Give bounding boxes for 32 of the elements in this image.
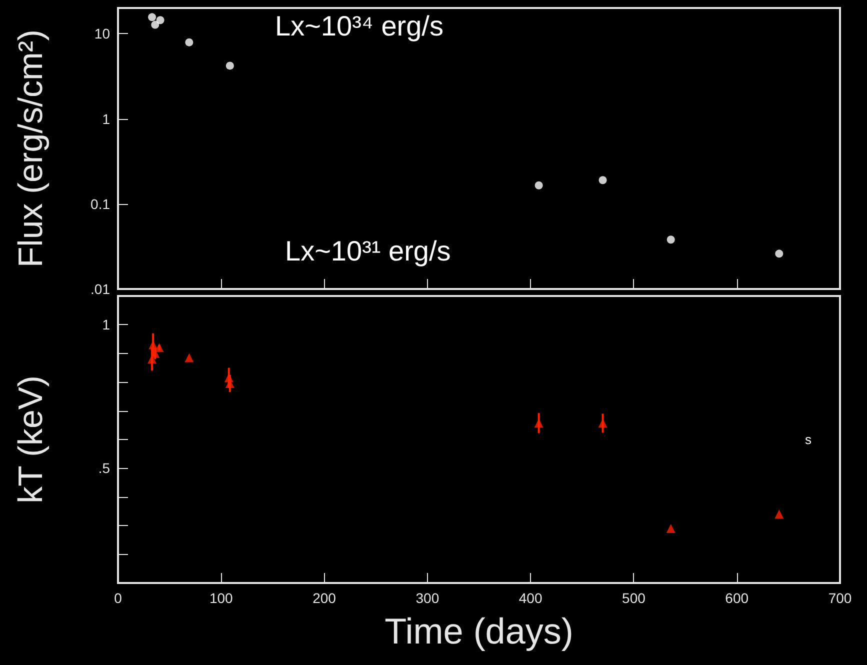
y-tick-label: 1 [102,110,110,127]
y-tick-label: .5 [98,460,110,476]
x-tick-label: 500 [622,590,646,606]
annotation: s [805,432,812,447]
point [774,510,784,519]
x-tick-label: 100 [209,590,234,606]
y-tick-label: .01 [90,281,110,297]
x-tick-label: 600 [725,590,749,606]
annotation: Lx~10³⁴ erg/s [275,10,444,42]
point [185,38,194,46]
y-tick-label: 0.1 [90,196,110,212]
point [148,13,156,22]
annotation: Lx~10³¹ erg/s [285,236,451,266]
y-tick-label: 10 [94,26,110,42]
x-tick-label: 700 [828,590,852,606]
y-axis-title: kT (keV) [12,376,50,504]
point [666,524,676,533]
point [226,62,234,70]
x-tick-label: 0 [114,590,122,606]
x-tick-label: 400 [518,590,542,606]
point [156,16,164,24]
y-tick-label: 1 [102,316,110,333]
x-axis-title: Time (days) [384,610,574,652]
y-axis-title: Flux (erg/s/cm²) [12,30,50,268]
point [534,181,543,190]
point [775,250,784,258]
point [184,353,194,362]
point [151,20,160,29]
point [666,236,675,244]
point [598,176,607,184]
x-tick-label: 300 [416,590,440,606]
x-tick-label: 200 [312,590,336,606]
